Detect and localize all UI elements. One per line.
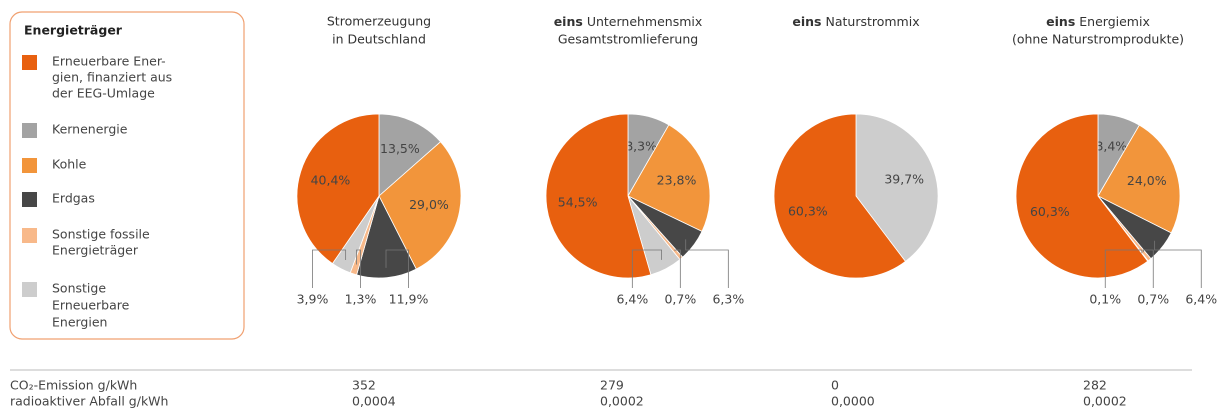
pie-slice xyxy=(378,141,462,270)
legend-label: der EEG-Umlage xyxy=(52,86,155,101)
data-label: 3,9% xyxy=(297,292,329,307)
leader-line xyxy=(1142,249,1154,288)
leader-line xyxy=(674,249,681,288)
legend-label: Erneuerbare Ener- xyxy=(52,54,166,69)
data-label: 11,9% xyxy=(389,292,429,307)
legend-swatch xyxy=(22,123,37,138)
pie-slice xyxy=(378,113,442,197)
data-label: 54,5% xyxy=(558,195,598,210)
chart-title: eins Unternehmensmix xyxy=(554,14,703,29)
legend-label: gien, finanziert aus xyxy=(52,70,172,85)
pie-slice xyxy=(296,113,380,265)
leader-line xyxy=(685,239,729,288)
legend-swatch xyxy=(22,158,37,173)
pie-slice xyxy=(855,113,939,262)
data-label: 24,0% xyxy=(1127,173,1167,188)
chart-title: in Deutschland xyxy=(332,32,426,47)
leader-line xyxy=(1104,249,1143,288)
legend-swatch xyxy=(22,192,37,207)
data-label: 39,7% xyxy=(884,171,924,186)
chart-title-brand: eins xyxy=(554,14,583,29)
legend-title: Energieträger xyxy=(24,23,123,38)
chart-title: eins Energiemix xyxy=(1046,14,1150,29)
table-cell: 0 xyxy=(831,378,839,393)
chart-title-brand: eins xyxy=(792,14,821,29)
data-label: 0,7% xyxy=(664,292,696,307)
data-label: 6,4% xyxy=(616,292,648,307)
data-label: 0,7% xyxy=(1137,292,1169,307)
pie-slice xyxy=(773,113,907,279)
data-label: 60,3% xyxy=(788,204,828,219)
data-label: 0,1% xyxy=(1089,292,1121,307)
leader-line xyxy=(356,249,361,288)
data-label: 6,3% xyxy=(712,292,744,307)
leader-line xyxy=(1154,240,1202,288)
chart-title: Gesamtstromlieferung xyxy=(558,32,698,47)
chart-title: Stromerzeugung xyxy=(327,14,431,29)
pie-slice xyxy=(1015,113,1149,279)
data-label: 8,4% xyxy=(1095,138,1127,153)
table-cell: 0,0004 xyxy=(352,394,396,409)
pie-slice xyxy=(627,124,711,232)
legend-label: Erneuerbare xyxy=(52,298,130,313)
data-label: 8,3% xyxy=(625,138,657,153)
data-label: 29,0% xyxy=(409,197,449,212)
leader-line xyxy=(631,249,662,288)
pie-slice xyxy=(545,113,652,279)
data-label: 40,4% xyxy=(311,172,351,187)
chart-title: eins Naturstrommix xyxy=(792,14,919,29)
table-cell: 282 xyxy=(1083,378,1107,393)
legend-swatch xyxy=(22,55,37,70)
legend-label: Kernenergie xyxy=(52,122,128,137)
table-cell: 0,0000 xyxy=(831,394,875,409)
chart-title-text: Energiemix xyxy=(1079,14,1150,29)
chart-title-text: Unternehmensmix xyxy=(587,14,702,29)
legend-box xyxy=(9,11,245,340)
legend-label: Energien xyxy=(52,315,107,330)
table-cell: 0,0002 xyxy=(1083,394,1127,409)
row-label: CO₂-Emission g/kWh xyxy=(10,378,137,393)
chart-title-text: Naturstrommix xyxy=(825,14,919,29)
legend-label: Sonstige fossile xyxy=(52,227,150,242)
legend-swatch xyxy=(22,282,37,297)
data-label: 23,8% xyxy=(657,172,697,187)
legend-label: Erdgas xyxy=(52,191,95,206)
legend-label: Sonstige xyxy=(52,281,106,296)
legend-swatch xyxy=(22,228,37,243)
table-cell: 0,0002 xyxy=(600,394,644,409)
table-cell: 352 xyxy=(352,378,376,393)
data-label: 6,4% xyxy=(1185,292,1217,307)
legend-label: Energieträger xyxy=(52,243,139,258)
row-label: radioaktiver Abfall g/kWh xyxy=(10,394,168,409)
chart-title: (ohne Naturstromprodukte) xyxy=(1012,32,1184,47)
pie-slice xyxy=(356,194,417,279)
data-label: 1,3% xyxy=(345,292,377,307)
data-label: 60,3% xyxy=(1030,204,1070,219)
data-label: 13,5% xyxy=(380,141,420,156)
leader-line xyxy=(385,249,409,288)
leader-line xyxy=(312,249,347,288)
chart-title-brand: eins xyxy=(1046,14,1075,29)
legend-label: Kohle xyxy=(52,157,87,172)
table-cell: 279 xyxy=(600,378,624,393)
